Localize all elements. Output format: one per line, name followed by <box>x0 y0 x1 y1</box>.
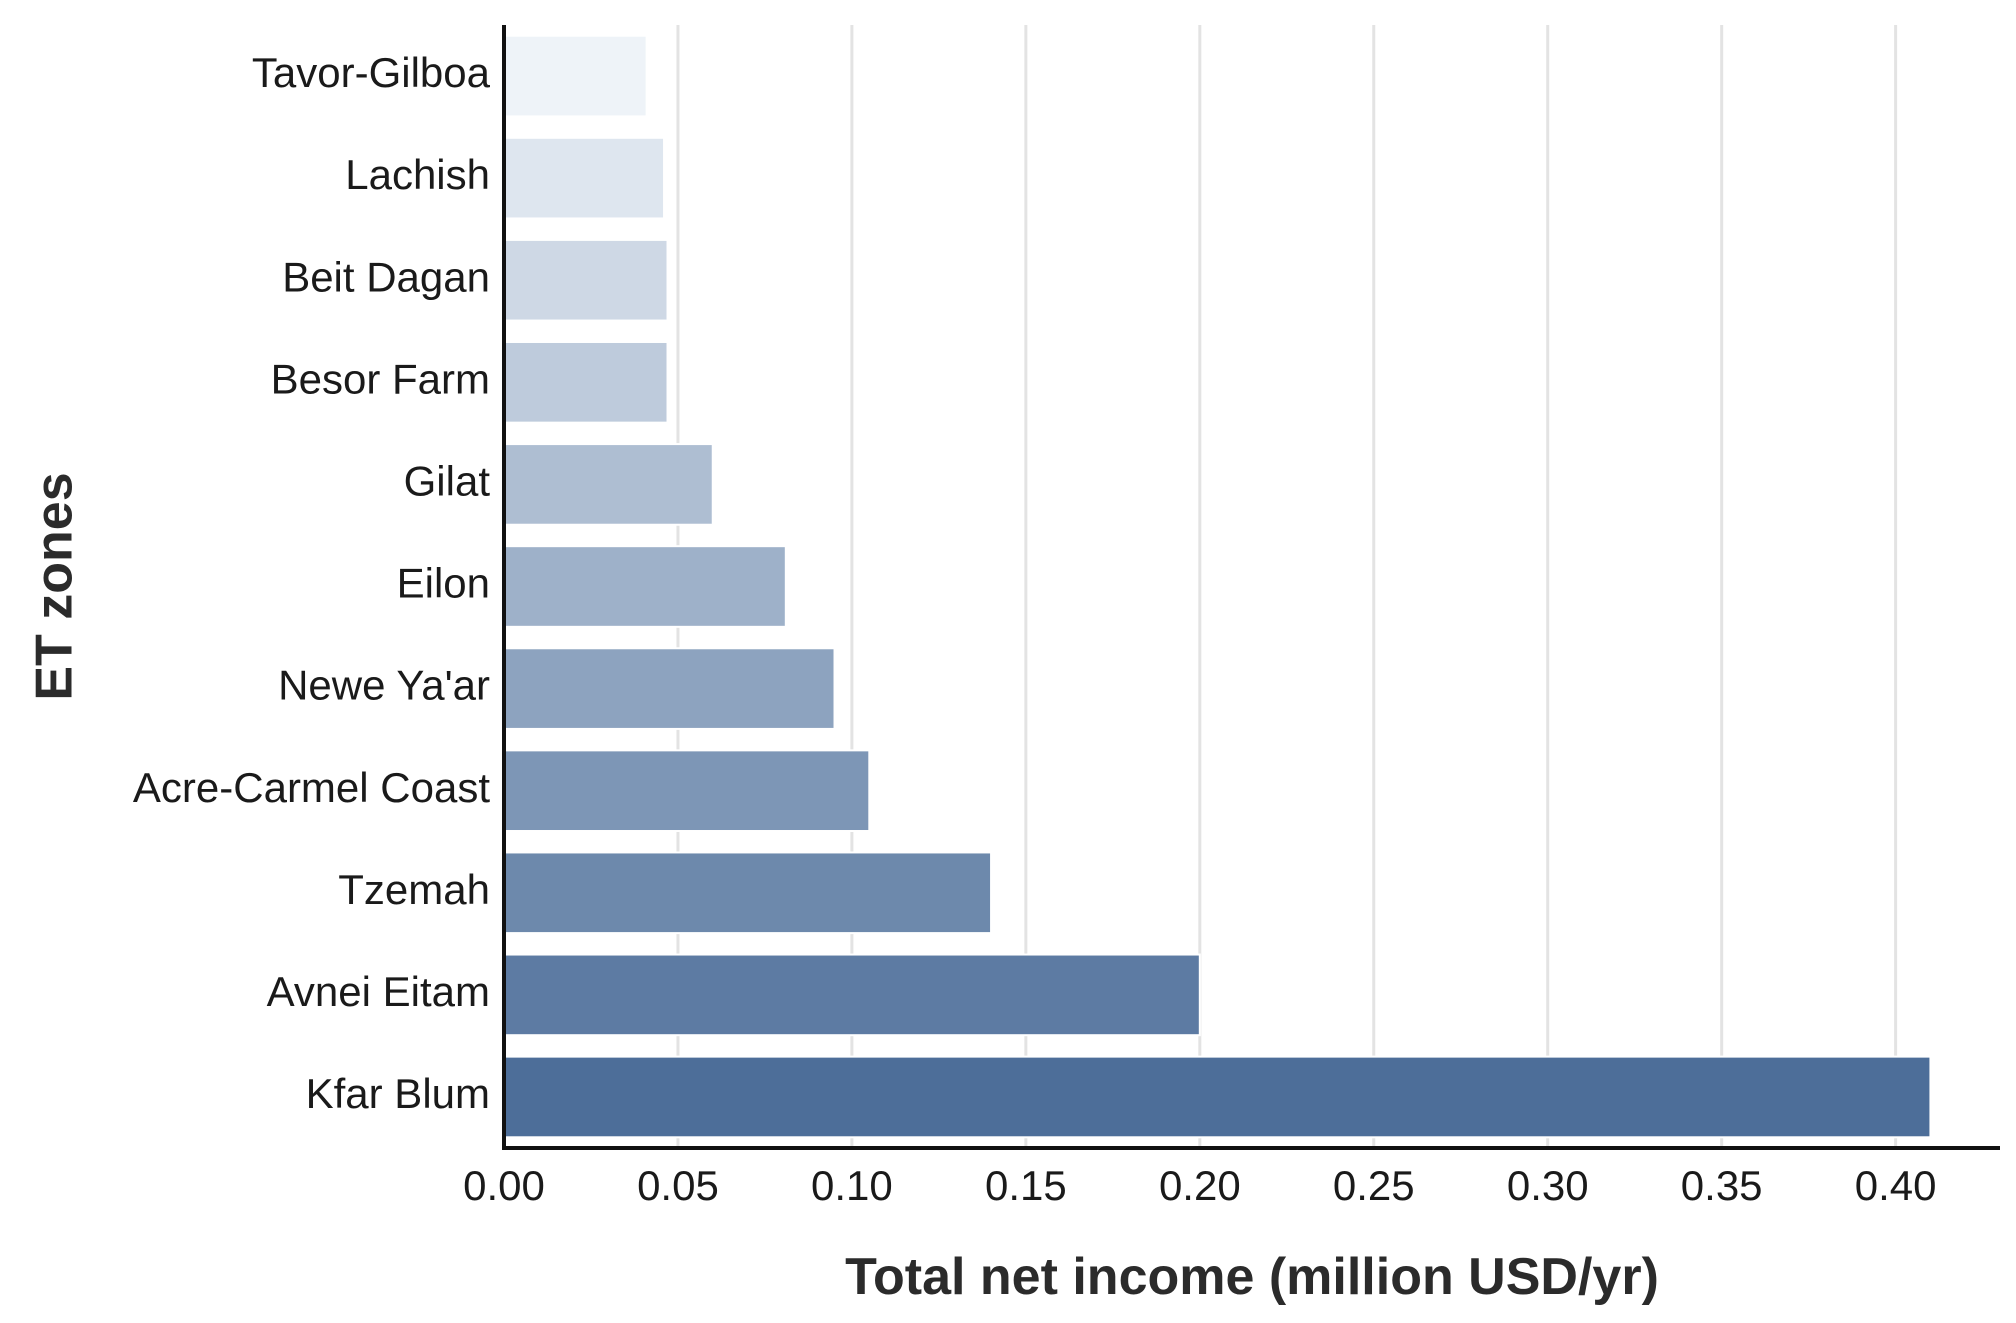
category-label-4: Gilat <box>404 458 491 505</box>
category-label-9: Avnei Eitam <box>267 968 490 1015</box>
x-tick-label-3: 0.15 <box>985 1162 1067 1209</box>
y-axis-title: ET zones <box>26 472 84 700</box>
x-tick-label-7: 0.35 <box>1681 1162 1763 1209</box>
bar-0 <box>503 34 648 118</box>
x-tick-label-2: 0.10 <box>811 1162 893 1209</box>
bar-1 <box>503 136 666 220</box>
grid-lines <box>676 25 1898 1148</box>
bar-8 <box>503 851 993 935</box>
category-label-5: Eilon <box>397 560 490 607</box>
bar-2 <box>503 238 669 322</box>
category-label-8: Tzemah <box>338 866 490 913</box>
category-label-7: Acre-Carmel Coast <box>133 764 490 811</box>
category-labels: Tavor-Gilboa Lachish Beit Dagan Besor Farm G… <box>133 49 491 1117</box>
x-tick-label-6: 0.30 <box>1507 1162 1589 1209</box>
x-axis-title: Total net income (million USD/yr) <box>845 1248 1659 1306</box>
bar-3 <box>503 340 669 424</box>
bar-7 <box>503 749 871 833</box>
bar-10 <box>503 1055 1932 1139</box>
x-tick-label-0: 0.00 <box>463 1162 545 1209</box>
bar-5 <box>503 545 787 628</box>
category-label-2: Beit Dagan <box>282 253 490 300</box>
x-tick-label-1: 0.05 <box>637 1162 719 1209</box>
x-tick-label-8: 0.40 <box>1855 1162 1937 1209</box>
category-label-0: Tavor-Gilboa <box>252 49 491 96</box>
bar-4 <box>503 443 714 526</box>
category-label-10: Kfar Blum <box>306 1070 490 1117</box>
bars <box>503 34 1932 1139</box>
axes <box>502 25 2000 1150</box>
bar-9 <box>503 953 1201 1037</box>
bar-6 <box>503 647 836 730</box>
category-label-3: Besor Farm <box>271 355 490 402</box>
category-label-6: Newe Ya'ar <box>278 662 490 709</box>
x-tick-labels: 0.00 0.05 0.10 0.15 0.20 0.25 0.30 0.35 0.40 <box>463 1162 1936 1209</box>
category-label-1: Lachish <box>345 151 490 198</box>
x-tick-label-5: 0.25 <box>1333 1162 1415 1209</box>
x-tick-label-4: 0.20 <box>1159 1162 1241 1209</box>
